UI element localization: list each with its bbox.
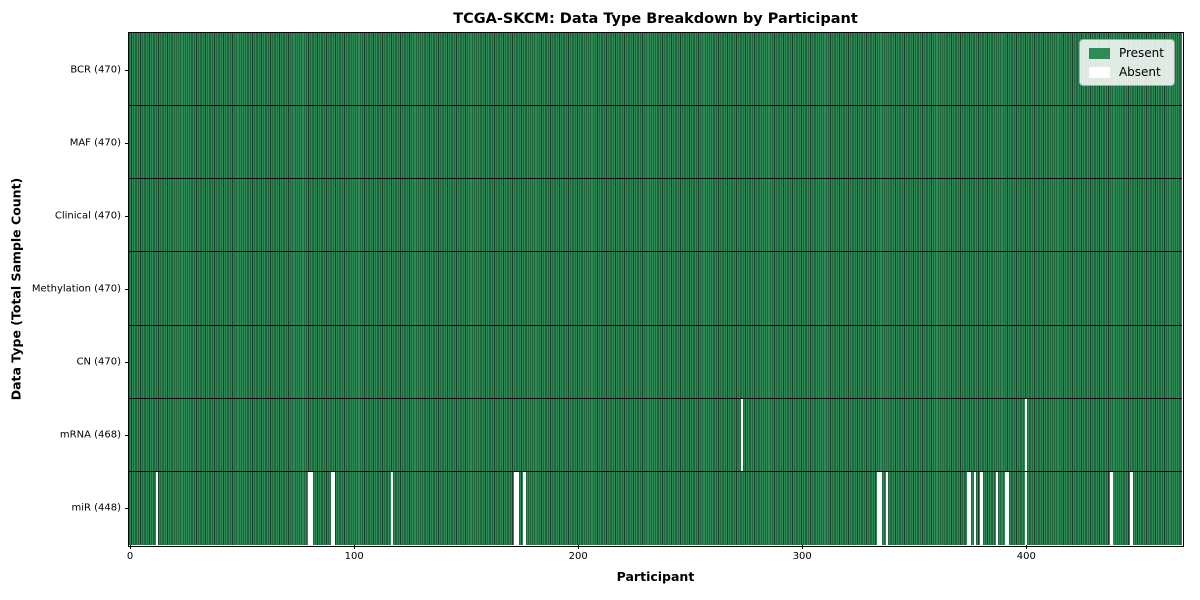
y-tick-label-CN: CN (470) bbox=[76, 356, 121, 368]
absent-gap bbox=[516, 471, 519, 545]
heatmap-rows bbox=[129, 33, 1182, 545]
absent-gap bbox=[1025, 471, 1028, 545]
x-tick-label: 400 bbox=[1016, 551, 1036, 562]
absent-gap bbox=[332, 471, 336, 545]
x-tick-mark bbox=[354, 545, 356, 549]
legend-item-absent: Absent bbox=[1088, 65, 1164, 79]
y-tick-mark bbox=[125, 362, 129, 364]
y-tick-mark bbox=[125, 508, 129, 510]
x-axis-label: Participant bbox=[616, 569, 695, 584]
absent-gap bbox=[308, 471, 311, 545]
absent-gap bbox=[969, 471, 972, 545]
x-tick-mark bbox=[802, 545, 804, 549]
absent-gap bbox=[980, 471, 983, 545]
absent-gap bbox=[966, 471, 970, 545]
absent-gap bbox=[1005, 471, 1008, 545]
heatmap-row-MAF bbox=[129, 106, 1182, 180]
y-tick-label-mRNA: mRNA (468) bbox=[59, 429, 121, 441]
legend-label-absent: Absent bbox=[1118, 65, 1161, 79]
absent-gap bbox=[155, 471, 159, 545]
y-tick-label-Clinical: Clinical (470) bbox=[54, 210, 121, 222]
chart-title: TCGA-SKCM: Data Type Breakdown by Partic… bbox=[453, 11, 858, 27]
y-tick-label-Methylation: Methylation (470) bbox=[31, 283, 121, 295]
absent-gap bbox=[973, 471, 976, 545]
y-tick-mark bbox=[125, 435, 129, 437]
y-tick-mark bbox=[125, 215, 129, 217]
legend-swatch-absent-icon bbox=[1088, 66, 1110, 78]
heatmap-row-mRNA bbox=[129, 398, 1182, 472]
heatmap-row-Clinical bbox=[129, 179, 1182, 253]
absent-gap bbox=[740, 398, 743, 471]
absent-gap bbox=[886, 471, 889, 545]
absent-gap bbox=[1007, 471, 1010, 545]
legend-swatch-present-icon bbox=[1088, 47, 1110, 59]
x-tick-label: 100 bbox=[344, 551, 364, 562]
heatmap-row-miR bbox=[129, 471, 1182, 545]
y-axis-label: Data Type (Total Sample Count) bbox=[8, 177, 24, 401]
legend-label-present: Present bbox=[1118, 46, 1164, 60]
heatmap-row-BCR bbox=[129, 33, 1182, 107]
absent-gap bbox=[996, 471, 999, 545]
x-tick-label: 200 bbox=[568, 551, 588, 562]
y-tick-mark bbox=[125, 289, 129, 290]
absent-gap bbox=[391, 471, 394, 545]
x-tick-label: 0 bbox=[126, 551, 134, 562]
heatmap-row-Methylation bbox=[129, 252, 1182, 326]
absent-gap bbox=[514, 471, 517, 545]
absent-gap bbox=[310, 471, 313, 545]
y-tick-label-MAF: MAF (470) bbox=[69, 137, 121, 149]
heatmap-row-CN bbox=[129, 325, 1182, 399]
y-tick-mark bbox=[125, 142, 129, 144]
absent-gap bbox=[1130, 471, 1133, 545]
plot-area: BCR (470) MAF (470) Clinical (470) Methylat… bbox=[32, 31, 1184, 562]
y-tick-mark bbox=[125, 69, 129, 71]
x-tick-mark bbox=[1026, 545, 1028, 549]
legend: Present Absent bbox=[1078, 39, 1175, 86]
x-tick-mark bbox=[578, 545, 580, 549]
x-tick-label: 300 bbox=[792, 551, 812, 562]
y-tick-label-miR: miR (448) bbox=[71, 502, 121, 514]
x-tick-mark bbox=[130, 545, 132, 549]
y-tick-label-BCR: BCR (470) bbox=[70, 64, 121, 76]
absent-gap bbox=[330, 471, 333, 545]
legend-item-present: Present bbox=[1088, 46, 1164, 60]
absent-gap bbox=[523, 471, 526, 545]
absent-gap bbox=[877, 471, 880, 545]
absent-gap bbox=[1110, 471, 1113, 545]
absent-gap bbox=[879, 471, 882, 545]
absent-gap bbox=[1025, 398, 1028, 471]
